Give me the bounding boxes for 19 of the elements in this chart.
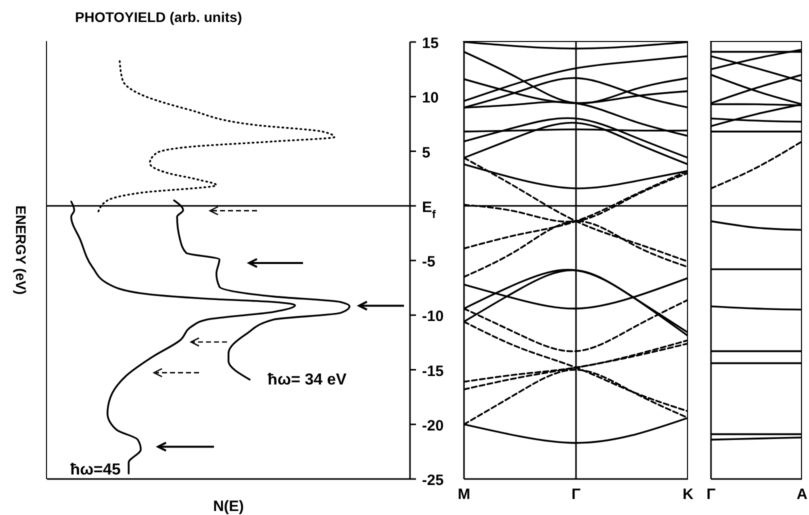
x-axis-title: N(E) xyxy=(213,498,244,515)
chart-title: PHOTOYIELD (arb. units) xyxy=(75,9,242,25)
x-tick-label: K xyxy=(682,486,694,503)
x-tick-label: Γ xyxy=(571,486,581,503)
x-tick-label: M xyxy=(458,486,470,503)
y-tick-label: 5 xyxy=(422,144,430,162)
y-tick-label: 10 xyxy=(422,90,439,107)
y-tick-label: -15 xyxy=(422,362,444,380)
y-tick-label: 15 xyxy=(422,35,439,52)
series-label: ħω= 34 eV xyxy=(268,372,347,389)
series-label: ħω=45 xyxy=(70,462,121,479)
y-axis-title: ENERGY (eV) xyxy=(13,205,29,295)
y-tick-label: -20 xyxy=(422,417,444,434)
x-tick-label: A xyxy=(796,486,808,503)
y-tick-label: E$_{f}$ xyxy=(422,198,436,221)
y-tick-label: -10 xyxy=(422,308,444,326)
y-tick-label: -5 xyxy=(422,254,436,270)
y-tick-label: -25 xyxy=(422,472,444,489)
x-tick-label: Γ xyxy=(706,486,716,503)
